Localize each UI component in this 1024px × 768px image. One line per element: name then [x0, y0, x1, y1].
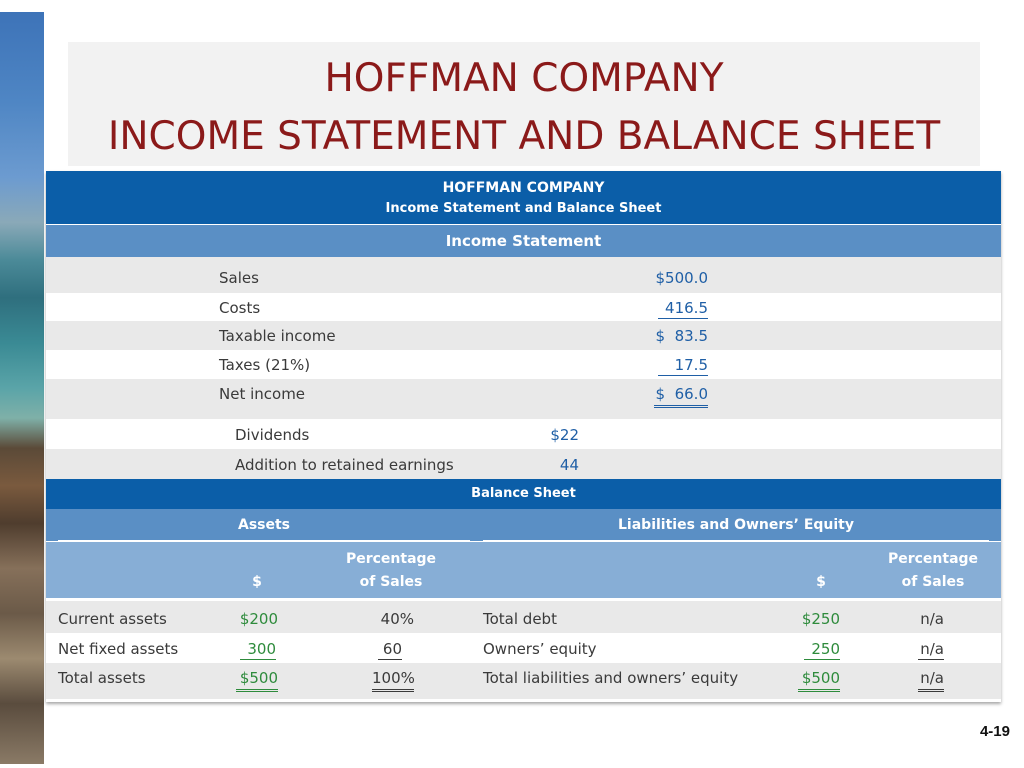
table-row: Taxable income $ 83.5	[46, 321, 1001, 350]
slide-title-line-2: INCOME STATEMENT AND BALANCE SHEET	[107, 114, 941, 159]
asset-row-value: $200	[239, 610, 278, 628]
income-statement-header: Income Statement	[46, 225, 1001, 257]
liability-row-label: Total debt	[483, 610, 557, 628]
table-company-name: HOFFMAN COMPANY	[442, 180, 605, 196]
slide-title-line-1: HOFFMAN COMPANY	[324, 56, 724, 101]
asset-row-value: 300	[240, 640, 276, 660]
liability-row-value: $250	[801, 610, 840, 628]
income-row-value: $ 83.5	[655, 327, 708, 345]
balance-column-headers: $ Percentage of Sales $ Percentage of Sa…	[46, 542, 1001, 598]
asset-row-pct: 60	[378, 640, 402, 660]
assets-pct-col-header: of Sales	[359, 574, 423, 590]
table-subtitle: Income Statement and Balance Sheet	[385, 201, 662, 216]
asset-row-value: $500	[236, 669, 278, 692]
assets-dollar-col-header: $	[252, 574, 262, 590]
liability-row-value: $500	[798, 669, 840, 692]
liability-row-pct: n/a	[918, 640, 944, 660]
divider	[483, 540, 989, 542]
divider	[58, 540, 470, 542]
balance-sheet-header: Balance Sheet	[46, 479, 1001, 509]
liabilities-pct-col-header: of Sales	[901, 574, 965, 590]
balance-sheet-title: Balance Sheet	[471, 486, 576, 501]
liability-row-label: Total liabilities and owners’ equity	[483, 669, 739, 687]
liabilities-pct-col-header: Percentage	[887, 551, 979, 567]
dividend-row-value: 44	[559, 456, 579, 474]
table-row: Addition to retained earnings 44	[46, 449, 1001, 479]
income-row-label: Costs	[219, 299, 261, 317]
balance-section-headers: Assets Liabilities and Owners’ Equity	[46, 509, 1001, 541]
table-title-header: HOFFMAN COMPANY Income Statement and Bal…	[46, 171, 1001, 224]
dividend-row-label: Dividends	[235, 426, 310, 444]
table-row: Current assets $200 40% Total debt $250 …	[46, 601, 1001, 633]
income-row-label: Taxable income	[219, 327, 336, 345]
financial-table: HOFFMAN COMPANY Income Statement and Bal…	[46, 171, 1001, 702]
income-row-value: 416.5	[658, 299, 708, 319]
table-row: Sales $500.0	[46, 257, 1001, 293]
income-row-label: Net income	[219, 385, 306, 403]
table-row: Net fixed assets 300 60 Owners’ equity 2…	[46, 633, 1001, 663]
liabilities-dollar-col-header: $	[816, 574, 826, 590]
liabilities-header: Liabilities and Owners’ Equity	[618, 517, 854, 533]
liability-row-pct: n/a	[920, 610, 944, 628]
asset-row-pct: 100%	[372, 669, 415, 692]
table-row: Dividends $22	[46, 419, 1001, 449]
liability-row-value: 250	[804, 640, 840, 660]
liability-row-label: Owners’ equity	[483, 640, 597, 658]
income-row-label: Sales	[219, 269, 259, 287]
dividend-row-label: Addition to retained earnings	[235, 456, 454, 474]
table-row: Costs 416.5	[46, 293, 1001, 321]
table-row: Taxes (21%) 17.5	[46, 350, 1001, 379]
income-row-label: Taxes (21%)	[219, 356, 311, 374]
liability-row-pct: n/a	[918, 669, 944, 692]
decorative-photo-strip	[0, 12, 44, 764]
income-row-value: $ 66.0	[654, 385, 708, 408]
slide-title-box: HOFFMAN COMPANY INCOME STATEMENT AND BAL…	[68, 42, 980, 166]
income-row-value: $500.0	[655, 269, 709, 287]
dividend-row-value: $22	[550, 426, 579, 444]
asset-row-label: Net fixed assets	[58, 640, 179, 658]
asset-row-label: Current assets	[58, 610, 167, 628]
assets-header: Assets	[237, 517, 291, 533]
assets-pct-col-header: Percentage	[345, 551, 437, 567]
table-row: Net income $ 66.0	[46, 379, 1001, 419]
asset-row-label: Total assets	[58, 669, 146, 687]
income-statement-title: Income Statement	[445, 232, 602, 250]
slide-page-number: 4-19	[979, 723, 1010, 740]
asset-row-pct: 40%	[380, 610, 414, 628]
table-row: Total assets $500 100% Total liabilities…	[46, 663, 1001, 699]
income-row-value: 17.5	[658, 356, 708, 376]
